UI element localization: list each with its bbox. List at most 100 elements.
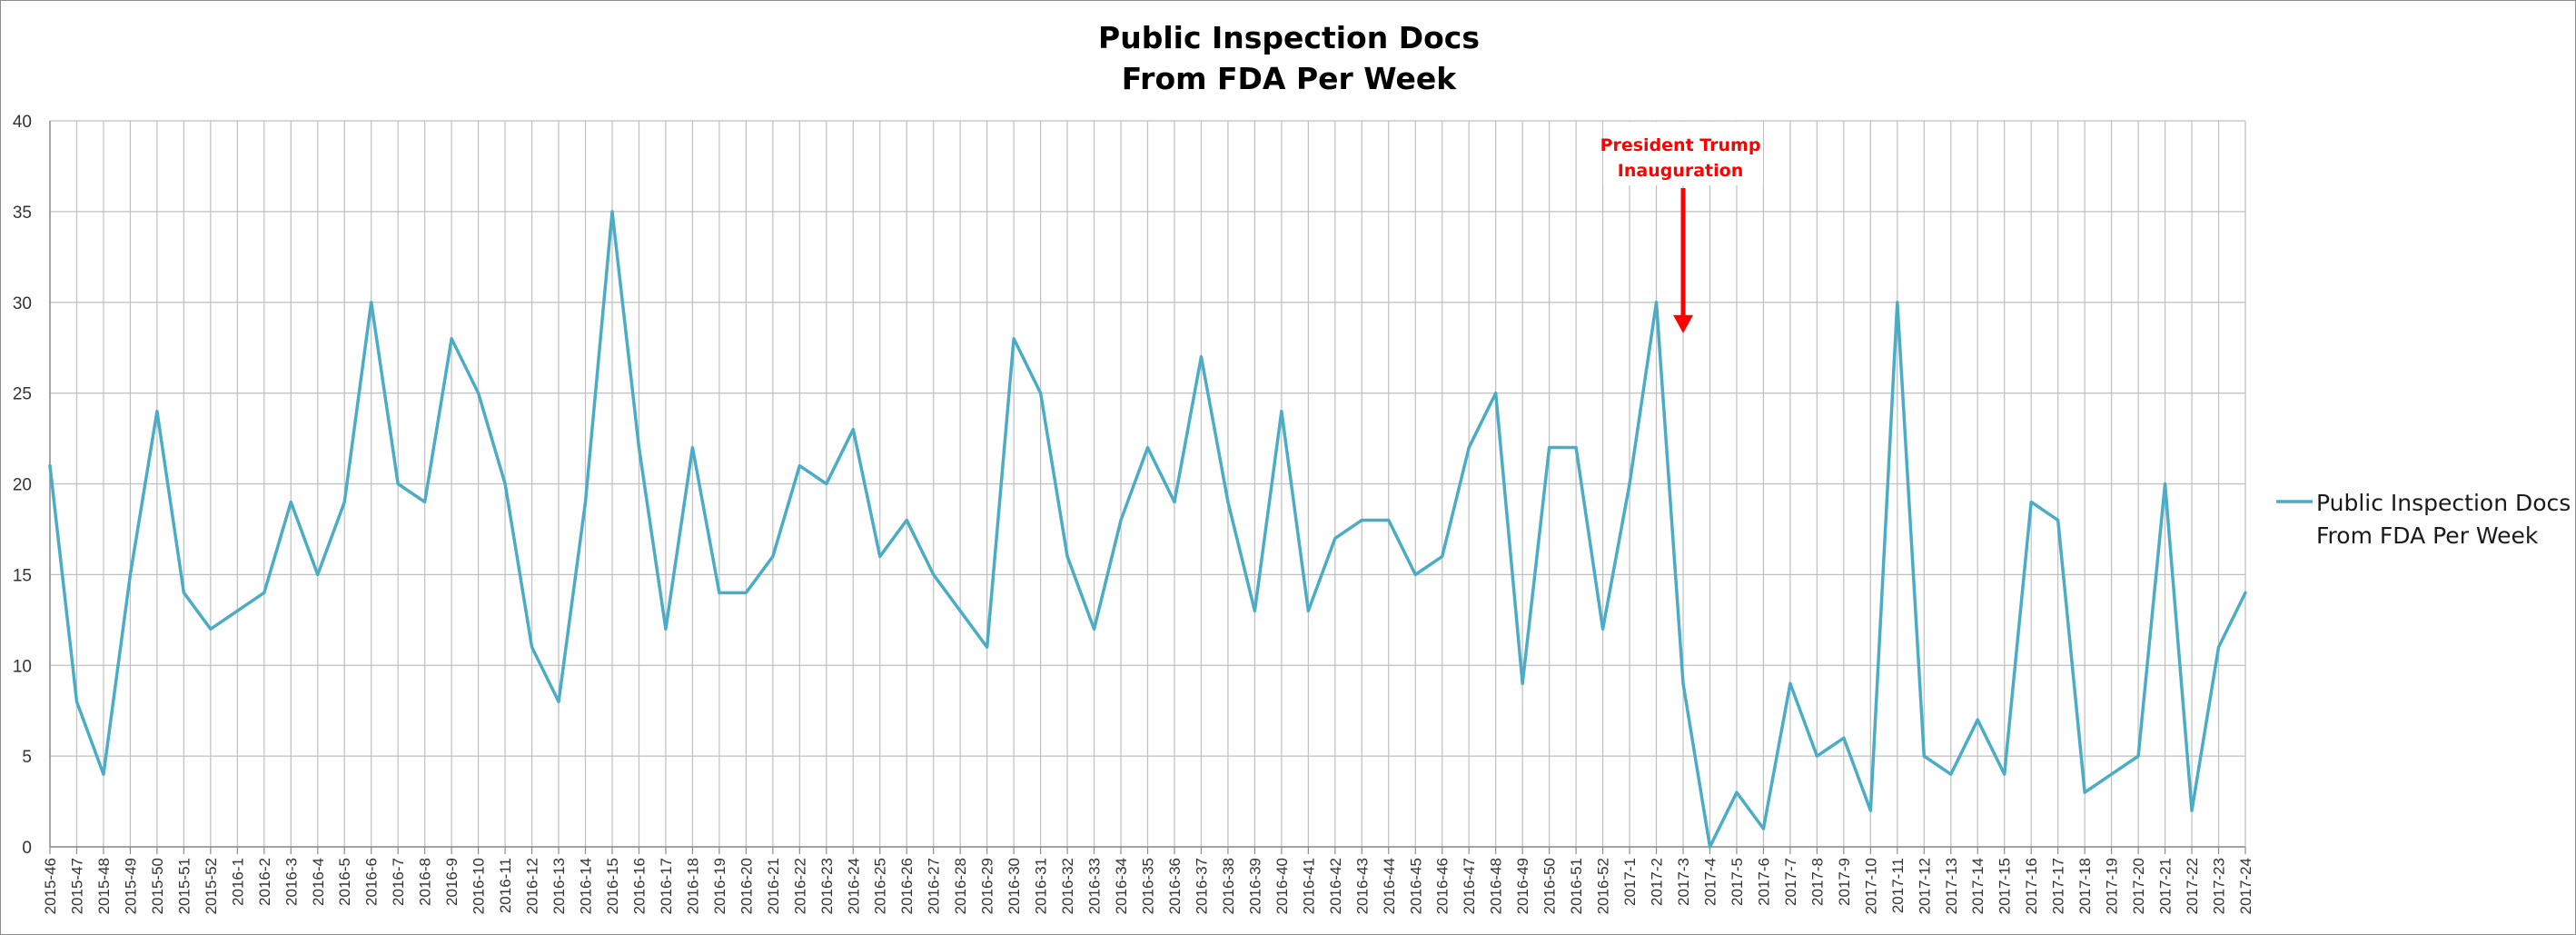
x-tick-label: 2016-32 bbox=[1059, 858, 1076, 914]
x-tick-label: 2016-48 bbox=[1488, 858, 1505, 914]
x-tick-label: 2016-52 bbox=[1595, 858, 1612, 914]
x-tick-label: 2016-44 bbox=[1381, 858, 1398, 914]
x-tick-label: 2016-41 bbox=[1300, 858, 1317, 914]
y-tick-label: 20 bbox=[13, 476, 32, 495]
x-tick-label: 2016-35 bbox=[1140, 858, 1157, 914]
x-tick-label: 2016-36 bbox=[1166, 858, 1184, 914]
x-tick-label: 2017-5 bbox=[1729, 858, 1746, 906]
x-tick-label: 2016-2 bbox=[256, 858, 273, 906]
x-tick-label: 2016-7 bbox=[390, 858, 407, 906]
x-tick-label: 2017-7 bbox=[1782, 858, 1799, 906]
series-line bbox=[48, 210, 2247, 849]
x-tick-label: 2016-3 bbox=[282, 858, 300, 906]
x-tick-label: 2017-19 bbox=[2104, 858, 2121, 914]
chart-title-line: From FDA Per Week bbox=[1122, 61, 1458, 96]
x-tick-label: 2016-40 bbox=[1273, 858, 1291, 914]
x-tick-label: 2017-14 bbox=[1969, 858, 1986, 914]
y-tick-label: 15 bbox=[13, 566, 32, 585]
x-tick-label: 2015-48 bbox=[95, 858, 113, 914]
y-tick-label: 0 bbox=[22, 839, 32, 858]
x-tick-label: 2017-13 bbox=[1943, 858, 1960, 914]
x-tick-label: 2017-18 bbox=[2076, 858, 2094, 914]
x-tick-label: 2016-39 bbox=[1246, 858, 1263, 914]
x-tick-label: 2016-46 bbox=[1434, 858, 1451, 914]
x-tick-label: 2016-38 bbox=[1220, 858, 1237, 914]
x-tick-label: 2016-12 bbox=[524, 858, 541, 914]
x-tick-label: 2016-42 bbox=[1327, 858, 1344, 914]
x-tick-label: 2016-27 bbox=[926, 858, 943, 914]
x-tick-label: 2016-10 bbox=[471, 858, 488, 914]
x-tick-label: 2016-45 bbox=[1407, 858, 1424, 914]
x-tick-label: 2016-18 bbox=[684, 858, 701, 914]
x-tick-label: 2017-2 bbox=[1649, 858, 1666, 906]
x-tick-label: 2016-19 bbox=[711, 858, 728, 914]
x-tick-label: 2016-21 bbox=[765, 858, 782, 914]
x-tick-label: 2016-26 bbox=[898, 858, 916, 914]
x-tick-label: 2016-20 bbox=[738, 858, 755, 914]
legend-label: From FDA Per Week bbox=[2316, 522, 2539, 549]
y-tick-label: 25 bbox=[13, 385, 32, 404]
x-tick-label: 2015-50 bbox=[149, 858, 166, 914]
x-tick-label: 2017-6 bbox=[1755, 858, 1772, 906]
x-tick-label: 2016-31 bbox=[1033, 858, 1050, 914]
x-tick-label: 2016-37 bbox=[1193, 858, 1210, 914]
x-tick-label: 2017-12 bbox=[1916, 858, 1933, 914]
x-tick-label: 2016-17 bbox=[658, 858, 675, 914]
x-tick-label: 2017-22 bbox=[2184, 858, 2201, 914]
x-tick-label: 2016-28 bbox=[952, 858, 969, 914]
x-tick-label: 2016-51 bbox=[1568, 858, 1585, 914]
x-tick-label: 2016-47 bbox=[1461, 858, 1478, 914]
x-tick-label: 2016-50 bbox=[1541, 858, 1559, 914]
x-tick-label: 2017-10 bbox=[1862, 858, 1879, 914]
x-tick-label: 2016-1 bbox=[229, 858, 246, 906]
y-tick-label: 5 bbox=[22, 748, 32, 767]
x-tick-label: 2015-52 bbox=[203, 858, 220, 914]
x-tick-label: 2016-30 bbox=[1006, 858, 1023, 914]
y-tick-label: 40 bbox=[13, 113, 32, 132]
x-tick-label: 2016-43 bbox=[1353, 858, 1371, 914]
x-tick-label: 2016-29 bbox=[979, 858, 996, 914]
x-tick-label: 2016-33 bbox=[1086, 858, 1104, 914]
x-tick-label: 2017-24 bbox=[2237, 858, 2254, 914]
x-tick-label: 2016-34 bbox=[1113, 858, 1130, 914]
annotation-text: President Trump bbox=[1600, 135, 1761, 155]
x-tick-label: 2016-13 bbox=[550, 858, 568, 914]
x-tick-label: 2016-16 bbox=[630, 858, 648, 914]
y-tick-label: 10 bbox=[13, 657, 32, 676]
x-tick-label: 2016-23 bbox=[818, 858, 836, 914]
x-tick-label: 2016-24 bbox=[845, 858, 862, 914]
x-tick-label: 2016-25 bbox=[872, 858, 889, 914]
y-tick-label: 30 bbox=[13, 294, 32, 313]
x-tick-label: 2017-8 bbox=[1808, 858, 1826, 906]
x-tick-label: 2015-47 bbox=[68, 858, 85, 914]
x-tick-label: 2016-5 bbox=[336, 858, 353, 906]
x-tick-label: 2017-23 bbox=[2211, 858, 2228, 914]
x-tick-label: 2015-49 bbox=[122, 858, 139, 914]
y-tick-label: 35 bbox=[13, 204, 32, 223]
x-tick-label: 2017-1 bbox=[1621, 858, 1639, 906]
x-tick-label: 2016-15 bbox=[604, 858, 621, 914]
x-tick-label: 2017-21 bbox=[2157, 858, 2175, 914]
x-tick-label: 2017-3 bbox=[1675, 858, 1692, 906]
x-tick-label: 2017-9 bbox=[1836, 858, 1853, 906]
annotation-arrow-head bbox=[1673, 314, 1694, 333]
x-tick-label: 2016-22 bbox=[791, 858, 808, 914]
x-tick-label: 2016-9 bbox=[443, 858, 461, 906]
x-tick-label: 2017-20 bbox=[2130, 858, 2147, 914]
annotation-text: Inauguration bbox=[1618, 161, 1743, 181]
x-tick-label: 2016-4 bbox=[310, 858, 327, 906]
annotation-box bbox=[1603, 122, 1764, 185]
x-tick-label: 2017-11 bbox=[1889, 858, 1907, 913]
x-tick-label: 2017-4 bbox=[1701, 858, 1719, 906]
chart-title-line: Public Inspection Docs bbox=[1098, 20, 1480, 55]
x-tick-label: 2016-11 bbox=[497, 858, 514, 913]
x-tick-label: 2017-16 bbox=[2023, 858, 2040, 914]
x-tick-label: 2015-46 bbox=[42, 858, 59, 914]
x-tick-label: 2016-8 bbox=[417, 858, 434, 906]
x-tick-label: 2016-14 bbox=[578, 858, 595, 914]
x-tick-label: 2016-6 bbox=[363, 858, 381, 906]
x-tick-label: 2017-15 bbox=[1996, 858, 2014, 914]
x-tick-label: 2016-49 bbox=[1514, 858, 1531, 914]
